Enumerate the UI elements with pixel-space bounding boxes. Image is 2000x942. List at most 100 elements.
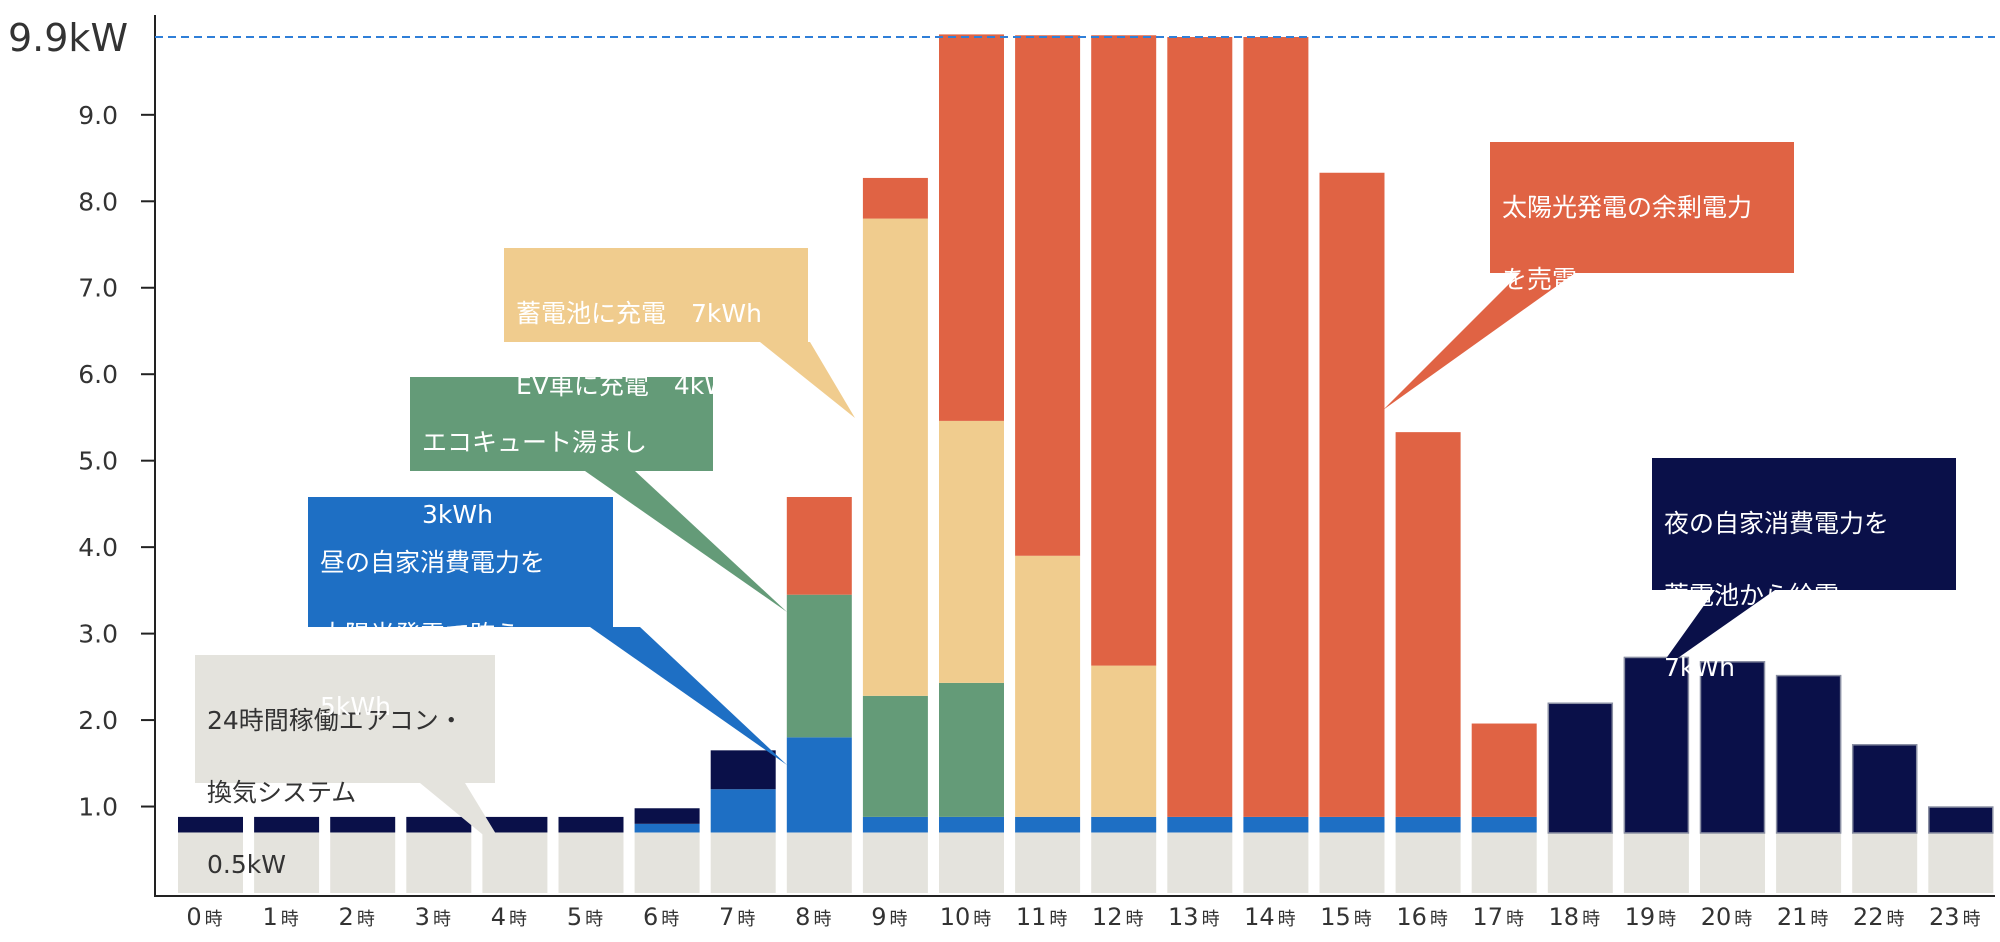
bar-segment-grid_night xyxy=(482,816,548,833)
bar-segment-base xyxy=(330,832,396,893)
callout-pointer-ecocute xyxy=(585,471,787,612)
bar-segment-self_solar xyxy=(862,816,928,833)
bar-segment-base xyxy=(1928,832,1994,893)
x-tick-label: 19 時 xyxy=(1625,903,1677,931)
bar-segment-self_solar xyxy=(1167,816,1233,833)
bar-segment-grid_night xyxy=(1852,744,1918,833)
y-tick-label: 8.0 xyxy=(78,187,118,216)
bar-segment-self_solar xyxy=(1243,816,1309,833)
x-tick-label: 22 時 xyxy=(1853,903,1905,931)
bar-segment-surplus_sell xyxy=(1091,35,1157,666)
bar-segment-self_solar xyxy=(1091,816,1157,833)
bar-segment-battery_ev xyxy=(939,420,1004,683)
bar-segment-grid_night xyxy=(1623,656,1689,833)
bar-segment-battery_ev xyxy=(862,218,928,696)
bar-segment-base xyxy=(1243,832,1309,893)
callout-self-line: 5kWh xyxy=(320,692,391,721)
callout-night-line: 7kWh xyxy=(1664,653,1735,682)
bar-segment-base xyxy=(862,832,928,893)
callout-aircon: 24時間稼働エアコン・ 換気システム 0.5kW xyxy=(195,655,495,879)
bar-segment-surplus_sell xyxy=(862,177,928,219)
callout-surplus-line: 太陽光発電の余剰電力 xyxy=(1502,193,1753,222)
bar-segment-base xyxy=(634,832,700,893)
x-tick-label: 13 時 xyxy=(1168,903,1220,931)
bar-segment-surplus_sell xyxy=(939,34,1004,421)
bar-segment-surplus_sell xyxy=(1243,37,1309,817)
callout-aircon-line: 24時間稼働エアコン・ xyxy=(207,706,464,735)
bar-segment-battery_ev xyxy=(1091,665,1157,817)
bar-segment-base xyxy=(254,832,320,893)
callout-self-consumption: 昼の自家消費電力を 太陽光発電で賄う 5kWh xyxy=(308,497,613,721)
bar-segment-base xyxy=(1623,832,1689,893)
bar-segment-grid_night xyxy=(1928,806,1994,833)
x-tick-label: 17 時 xyxy=(1472,903,1524,931)
bar-segment-surplus_sell xyxy=(1395,432,1461,817)
callout-pointer-layer xyxy=(420,273,1775,857)
max-capacity-label: 9.9kW xyxy=(8,16,128,60)
bar-segment-self_solar xyxy=(634,823,700,833)
bar-segment-ecocute xyxy=(862,695,928,817)
bar-segment-base xyxy=(1395,832,1461,893)
bar-segment-base xyxy=(939,832,1004,893)
callout-self-line: 太陽光発電で賄う xyxy=(320,620,521,649)
bar-segment-surplus_sell xyxy=(1471,723,1537,817)
bar-segment-surplus_sell xyxy=(1167,37,1233,817)
bar-segment-self_solar xyxy=(786,737,852,833)
bar-segment-surplus_sell xyxy=(1015,35,1081,556)
bar-segment-self_solar xyxy=(1395,816,1461,833)
callout-aircon-line: 換気システム xyxy=(207,778,357,807)
x-tick-label: 23 時 xyxy=(1929,903,1981,931)
bar-outline xyxy=(1547,702,1614,834)
bar-segment-surplus_sell xyxy=(786,496,852,595)
axes-layer: 0 時 1 時 2 時 3 時 4 時 5 時 6 時 7 時 8 時 9 時 10 時 11 時 12 時 13 時 14 時 15 時 16… xyxy=(8,15,1995,931)
x-tick-label: 15 時 xyxy=(1320,903,1372,931)
bar-segment-grid_night xyxy=(178,816,243,833)
bar-segment-base xyxy=(406,832,472,893)
callout-pointer-aircon xyxy=(420,783,510,857)
callout-battery-ev: 蓄電池に充電 7kWh EV車に充電 4kWh xyxy=(504,248,808,400)
x-tick-label: 16 時 xyxy=(1396,903,1448,931)
bar-segment-base xyxy=(786,832,852,893)
bar-layer xyxy=(178,34,1994,893)
x-tick-label: 12 時 xyxy=(1092,903,1144,931)
bar-segment-base xyxy=(1319,832,1385,893)
bar-segment-base xyxy=(178,832,243,893)
bar-segment-self_solar xyxy=(939,816,1004,833)
callout-ecocute-line: エコキュート湯まし xyxy=(422,428,648,457)
callout-pointer-battery xyxy=(760,342,855,418)
bar-outline xyxy=(1623,656,1690,834)
y-tick-label: 9.0 xyxy=(78,101,118,130)
y-tick-label: 4.0 xyxy=(78,533,118,562)
bar-segment-grid_night xyxy=(710,750,776,790)
x-tick-label: 14 時 xyxy=(1244,903,1296,931)
callout-battery-line: EV車に充電 4kWh xyxy=(516,371,745,400)
bar-outline xyxy=(1928,806,1994,834)
bar-segment-self_solar xyxy=(1319,816,1385,833)
x-tick-label: 21 時 xyxy=(1777,903,1829,931)
y-tick-label: 1.0 xyxy=(78,793,118,822)
bar-segment-grid_night xyxy=(634,808,700,824)
callout-night-supply: 夜の自家消費電力を 蓄電池から給電 7kWh xyxy=(1652,458,1956,682)
bar-segment-base xyxy=(1700,832,1765,893)
callout-aircon-line: 0.5kW xyxy=(207,850,286,879)
callout-surplus-line: を売電 xyxy=(1502,265,1578,294)
callout-battery-line: 蓄電池に充電 7kWh xyxy=(516,299,762,328)
bar-segment-ecocute xyxy=(939,682,1004,817)
bar-segment-base xyxy=(1776,832,1842,893)
bar-segment-grid_night xyxy=(1547,702,1613,833)
y-tick-label: 3.0 xyxy=(78,620,118,649)
y-tick-label: 6.0 xyxy=(78,360,118,389)
callout-self-line: 昼の自家消費電力を xyxy=(320,548,546,577)
callout-night-line: 蓄電池から給電 xyxy=(1664,581,1840,610)
x-tick-label: 11 時 xyxy=(1016,903,1068,931)
